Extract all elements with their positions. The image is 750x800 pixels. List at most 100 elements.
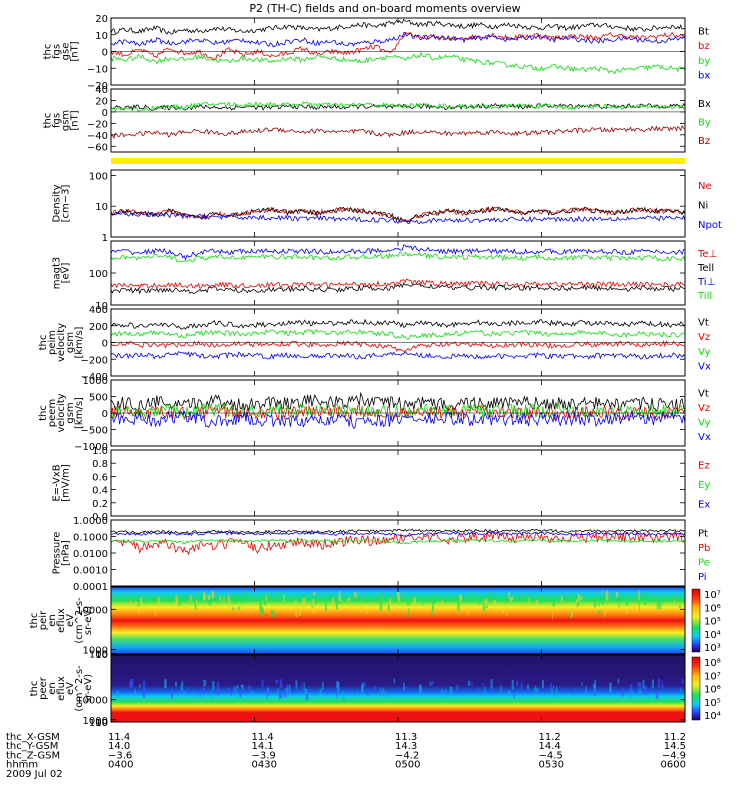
heatmap-streak bbox=[362, 682, 366, 688]
heatmap-streak bbox=[183, 691, 186, 697]
heatmap-streak bbox=[681, 679, 684, 684]
heatmap-streak bbox=[397, 597, 401, 602]
xaxis-row-label-2: thc_Z-GSM bbox=[6, 750, 60, 761]
ytick-label-p6-3: −200 bbox=[81, 355, 108, 366]
heatmap-streak bbox=[309, 597, 311, 601]
heatmap-streak bbox=[509, 597, 513, 603]
heatmap-streak bbox=[622, 688, 624, 696]
ylabel-p11-6: sr-eV) bbox=[83, 674, 94, 703]
colorbar-tick-p10-1: 10⁶ bbox=[704, 603, 721, 614]
heatmap-streak bbox=[418, 684, 421, 694]
series-p5-Ti⊥ bbox=[110, 244, 686, 261]
heatmap-streak bbox=[231, 607, 235, 611]
ytick-label-p2-1: 20 bbox=[95, 96, 108, 107]
ytick-label-p8-1: 0.8 bbox=[92, 459, 108, 470]
ytick-label-p5-0: 100 bbox=[89, 269, 108, 280]
legend-p2-1: By bbox=[698, 118, 711, 129]
plot-title: P2 (TH-C) fields and on-board moments ov… bbox=[249, 2, 520, 15]
series-p6-Vy bbox=[110, 328, 686, 340]
ytick-label-p2-4: −40 bbox=[87, 131, 108, 142]
series-p2-By bbox=[110, 101, 686, 112]
heatmap-streak bbox=[429, 681, 432, 686]
heatmap-streak bbox=[336, 681, 339, 688]
ytick-label-p6-2: 0 bbox=[102, 339, 108, 350]
heatmap-streak bbox=[441, 599, 443, 608]
xaxis-row-label-0: thc_X-GSM bbox=[6, 732, 60, 743]
heatmap-streak bbox=[186, 687, 188, 693]
heatmap-streak bbox=[379, 687, 381, 696]
heatmap-streak bbox=[431, 606, 433, 616]
heatmap-streak bbox=[208, 600, 212, 606]
heatmap-streak bbox=[233, 595, 236, 600]
heatmap-streak bbox=[656, 600, 660, 610]
legend-p9-0: Pt bbox=[698, 528, 708, 539]
legend-p6-1: Vz bbox=[698, 332, 710, 343]
heatmap-streak bbox=[467, 680, 471, 686]
heatmap-streak bbox=[233, 685, 236, 692]
legend-p8-0: Ez bbox=[698, 461, 710, 472]
series-p2-Bz bbox=[110, 124, 686, 140]
heatmap-streak bbox=[336, 690, 338, 698]
heatmap-streak bbox=[116, 691, 119, 698]
heatmap-streak bbox=[313, 591, 316, 596]
heatmap-streak bbox=[593, 683, 596, 693]
heatmap-streak bbox=[659, 602, 662, 610]
legend-p7-2: Vy bbox=[698, 417, 711, 428]
heatmap-streak bbox=[209, 691, 212, 699]
ylabel-p8-1: [mV/m] bbox=[61, 464, 72, 502]
ytick-label-p11-2: 100 bbox=[89, 718, 108, 729]
series-p6-Vz bbox=[110, 340, 686, 352]
heatmap-streak bbox=[275, 679, 279, 684]
ytick-label-p9-3: 0.0010 bbox=[73, 566, 108, 577]
heatmap-streak bbox=[335, 600, 339, 610]
heatmap-streak bbox=[541, 680, 545, 689]
ylabel-p2-3: [nT] bbox=[70, 110, 81, 130]
frame-p4 bbox=[110, 169, 686, 238]
heatmap-streak bbox=[655, 690, 659, 699]
series-p4-Npot bbox=[110, 211, 686, 224]
xaxis-value-2-3: 0500 bbox=[395, 760, 420, 771]
ylabel-p10-3: eflux bbox=[56, 608, 67, 633]
heatmap-streak bbox=[196, 599, 198, 604]
heatmap-streak bbox=[644, 685, 648, 695]
heatmap-streak bbox=[302, 594, 306, 600]
heatmap-streak bbox=[199, 691, 201, 698]
heatmap-streak bbox=[137, 609, 140, 614]
ytick-label-p2-0: 40 bbox=[95, 85, 108, 96]
heatmap-streak bbox=[387, 605, 390, 611]
heatmap-streak bbox=[585, 686, 587, 694]
heatmap-streak bbox=[413, 597, 416, 605]
heatmap-streak bbox=[260, 607, 264, 614]
heatmap-streak bbox=[490, 679, 493, 689]
ylabel-p10-1: peir bbox=[38, 610, 49, 630]
heatmap-streak bbox=[431, 681, 434, 685]
heatmap-streak bbox=[598, 609, 602, 613]
ytick-label-p9-2: 0.0100 bbox=[73, 549, 108, 560]
ylabel-p10-4: eV bbox=[65, 614, 76, 627]
heatmap-streak bbox=[637, 682, 640, 687]
heatmap-streak bbox=[506, 606, 508, 616]
heatmap-streak bbox=[560, 595, 563, 602]
ylabel-p10-0: thc bbox=[29, 613, 40, 629]
heatmap-streak bbox=[534, 685, 536, 691]
xaxis-value-2-1: 14.3 bbox=[395, 741, 417, 752]
heatmap-streak bbox=[332, 597, 334, 607]
heatmap-streak bbox=[202, 687, 206, 695]
heatmap-streak bbox=[662, 684, 664, 689]
heatmap-streak bbox=[270, 609, 273, 618]
ytick-label-p2-2: 0 bbox=[102, 108, 108, 119]
heatmap-streak bbox=[396, 592, 400, 598]
ytick-label-p10-1: 1000 bbox=[83, 646, 108, 657]
legend-p6-2: Vy bbox=[698, 347, 711, 358]
heatmap-streak bbox=[312, 599, 316, 605]
heatmap-streak bbox=[625, 610, 629, 615]
ytick-label-p10-3: 10 bbox=[95, 650, 108, 661]
heatmap-streak bbox=[516, 680, 519, 687]
panel-p9: Pt Pb Pe Pi 1.0000 0.1000 0.0100 0.0010 0.0001 Pr… bbox=[52, 516, 711, 593]
xaxis-value-4-3: 0600 bbox=[661, 760, 686, 771]
heatmap-streak bbox=[198, 591, 201, 595]
heatmap-streak bbox=[280, 591, 283, 595]
